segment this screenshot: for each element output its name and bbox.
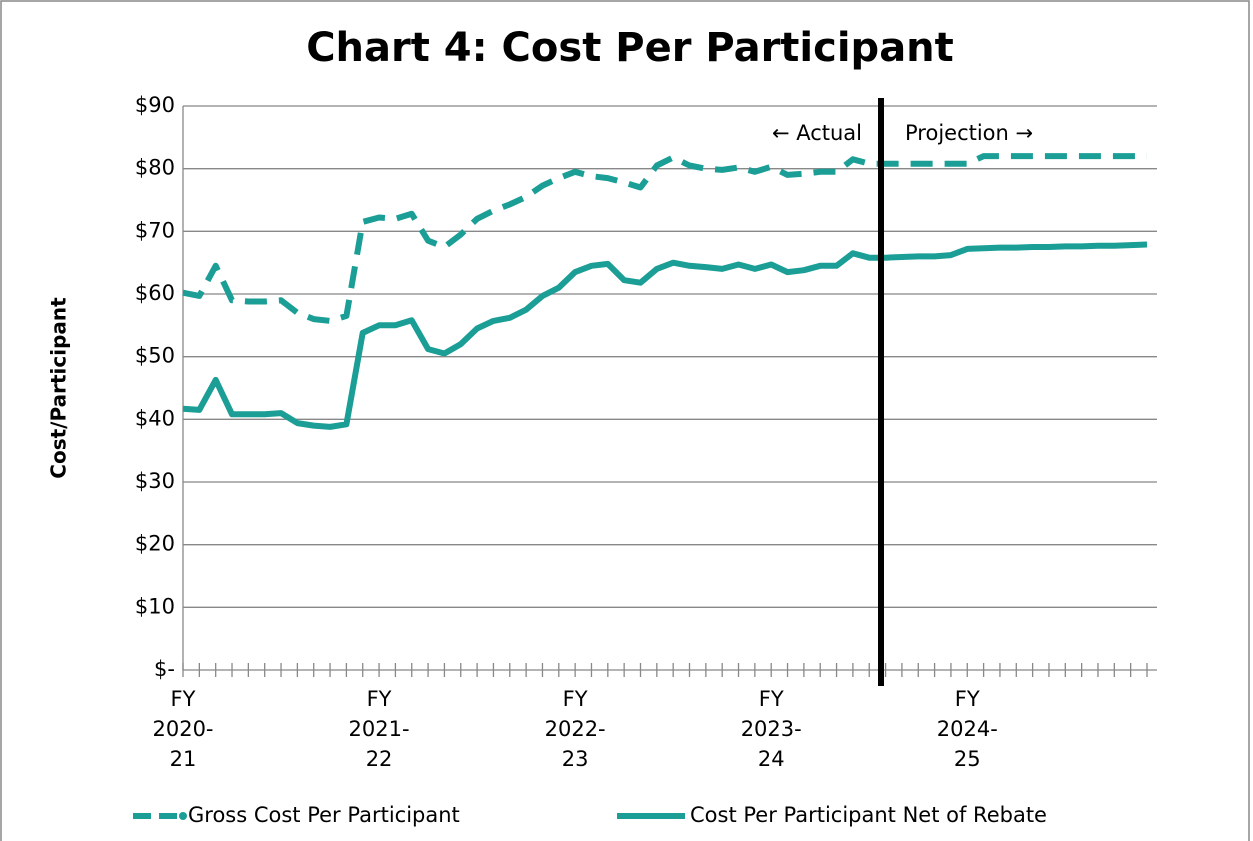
annotation: Projection → bbox=[905, 121, 1033, 145]
legend-label: Cost Per Participant Net of Rebate bbox=[690, 803, 1047, 827]
x-tick-label: FY 2023-24 bbox=[741, 687, 802, 771]
y-tick-label: $50 bbox=[135, 344, 175, 368]
series-line bbox=[182, 153, 1147, 324]
y-axis-title: Cost/Participant bbox=[47, 297, 71, 479]
y-tick-label: $10 bbox=[135, 594, 175, 618]
legend-label: Gross Cost Per Participant bbox=[188, 803, 460, 827]
y-tick-label: $30 bbox=[135, 469, 175, 493]
y-tick-label: $40 bbox=[135, 406, 175, 430]
y-tick-label: $70 bbox=[135, 218, 175, 242]
x-tick-label: FY 2021-22 bbox=[349, 687, 410, 771]
x-tick-label: FY 2020-21 bbox=[152, 687, 213, 771]
y-tick-label: $90 bbox=[135, 93, 175, 117]
x-tick-label: FY 2022-23 bbox=[545, 687, 606, 771]
series-line bbox=[182, 241, 1148, 430]
y-tick-label: $80 bbox=[135, 156, 175, 180]
x-tick-label: FY 2024-25 bbox=[937, 687, 998, 771]
y-tick-label: $- bbox=[154, 657, 175, 681]
annotation: ← Actual bbox=[772, 121, 862, 145]
y-tick-label: $20 bbox=[135, 532, 175, 556]
legend-marker bbox=[179, 812, 187, 820]
plot-area: $- $10 $20 $30 $40 $50 $60 $70 $80 $90 FY 2020-21 FY… bbox=[135, 93, 1157, 771]
y-tick-label: $60 bbox=[135, 281, 175, 305]
chart-title: Chart 4: Cost Per Participant bbox=[306, 25, 954, 71]
